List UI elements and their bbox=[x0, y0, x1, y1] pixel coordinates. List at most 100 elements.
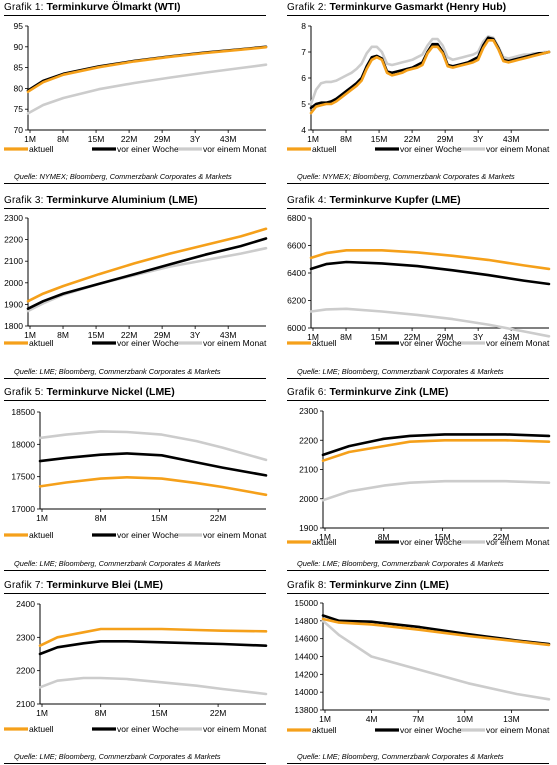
x-tick-label: 4M bbox=[366, 714, 378, 724]
title-rule bbox=[287, 400, 549, 401]
chart-title: Grafik 6: Terminkurve Zink (LME) bbox=[287, 386, 448, 398]
chart-panel-1: Grafik 1: Terminkurve Ölmarkt (WTI) Quell… bbox=[0, 0, 270, 186]
x-tick-label: 43M bbox=[220, 330, 237, 340]
chart-number: Grafik 4: bbox=[287, 195, 327, 206]
chart-number: Grafik 6: bbox=[287, 387, 327, 398]
x-tick-label: 1M bbox=[307, 134, 319, 144]
y-tick-label: 2200 bbox=[299, 435, 318, 445]
legend-label: vor einer Woche bbox=[400, 144, 462, 154]
x-tick-label: 3Y bbox=[473, 332, 484, 342]
series-line-vor-einer-woche bbox=[321, 614, 551, 646]
y-tick-label: 2300 bbox=[4, 213, 23, 223]
legend-label: aktuell bbox=[29, 724, 54, 734]
chart-svg: 1800 1900 2000 2100 2200 2300 1M 8M 15M 22M 29M 3Y 4… bbox=[4, 213, 268, 348]
y-tick-label: 2000 bbox=[4, 278, 23, 288]
source-note: Quelle: LME; Bloomberg, Commerzbank Corp… bbox=[297, 559, 504, 568]
title-rule bbox=[4, 208, 266, 209]
y-tick-label: 14000 bbox=[294, 687, 318, 697]
chart-svg: 6000 6200 6400 6600 6800 1M 8M 15M 22M 29M 3Y 43M ak… bbox=[287, 213, 551, 348]
legend-label: vor einem Monat bbox=[203, 530, 267, 540]
y-tick-label: 15000 bbox=[294, 598, 318, 608]
series-line-aktuell bbox=[38, 627, 268, 647]
y-tick-label: 8 bbox=[301, 21, 306, 31]
series-line-vor-einer-woche bbox=[309, 260, 551, 286]
x-tick-label: 22M bbox=[121, 134, 138, 144]
series-line-vor-einem-monat bbox=[26, 63, 268, 115]
x-tick-label: 43M bbox=[220, 134, 237, 144]
chart-title: Grafik 3: Terminkurve Aluminium (LME) bbox=[4, 194, 198, 206]
y-tick-label: 6400 bbox=[287, 268, 306, 278]
legend-label: aktuell bbox=[29, 338, 54, 348]
x-tick-label: 43M bbox=[503, 332, 520, 342]
x-tick-label: 22M bbox=[404, 332, 421, 342]
title-rule bbox=[287, 15, 549, 16]
x-tick-label: 15M bbox=[371, 332, 388, 342]
x-tick-label: 1M bbox=[319, 714, 331, 724]
bottom-rule bbox=[4, 570, 266, 571]
y-tick-label: 2100 bbox=[16, 699, 35, 709]
chart-panel-4: Grafik 4: Terminkurve Kupfer (LME) Quelle… bbox=[283, 193, 553, 379]
legend-label: aktuell bbox=[312, 725, 337, 735]
chart-svg: 1900 2000 2100 2200 2300 1M 8M 15M 22M aktuell vor… bbox=[287, 406, 551, 547]
series-line-vor-einem-monat bbox=[309, 35, 551, 106]
x-tick-label: 29M bbox=[154, 330, 171, 340]
chart-title: Grafik 4: Terminkurve Kupfer (LME) bbox=[287, 194, 461, 206]
y-tick-label: 80 bbox=[14, 83, 24, 93]
bottom-rule bbox=[4, 763, 266, 764]
series-line-vor-einem-monat bbox=[309, 307, 551, 338]
bottom-rule bbox=[287, 763, 549, 764]
y-tick-label: 2200 bbox=[16, 666, 35, 676]
legend-label: vor einer Woche bbox=[117, 144, 179, 154]
legend-label: aktuell bbox=[312, 144, 337, 154]
source-note: Quelle: LME; Bloomberg, Commerzbank Corp… bbox=[14, 752, 221, 761]
series-line-vor-einer-woche bbox=[26, 237, 268, 310]
y-tick-label: 4 bbox=[301, 125, 306, 135]
y-tick-label: 17500 bbox=[11, 472, 35, 482]
y-tick-label: 6000 bbox=[287, 323, 306, 333]
legend-label: vor einem Monat bbox=[486, 144, 550, 154]
chart-title: Grafik 8: Terminkurve Zinn (LME) bbox=[287, 579, 449, 591]
source-note: Quelle: NYMEX; Bloomberg, Commerzbank Co… bbox=[297, 172, 515, 181]
chart-svg: 2100 2200 2300 2400 1M 8M 15M 22M aktuell vor ein… bbox=[4, 599, 268, 734]
series-line-vor-einer-woche bbox=[321, 433, 551, 457]
x-tick-label: 8M bbox=[378, 532, 390, 542]
y-tick-label: 6600 bbox=[287, 241, 306, 251]
chart-title-text: Terminkurve Nickel (LME) bbox=[43, 386, 175, 398]
y-tick-label: 14400 bbox=[294, 652, 318, 662]
chart-panel-6: Grafik 6: Terminkurve Zink (LME) Quelle: … bbox=[283, 385, 553, 571]
title-rule bbox=[4, 593, 266, 594]
y-tick-label: 18000 bbox=[11, 439, 35, 449]
y-tick-label: 75 bbox=[14, 104, 24, 114]
y-tick-label: 18500 bbox=[11, 407, 35, 417]
x-tick-label: 1M bbox=[319, 532, 331, 542]
chart-svg: 13800 14000 14200 14400 14600 14800 15000 1M 4M 7… bbox=[287, 598, 551, 735]
y-tick-label: 13800 bbox=[294, 705, 318, 715]
x-tick-label: 15M bbox=[88, 134, 105, 144]
legend-label: aktuell bbox=[29, 530, 54, 540]
chart-title-text: Terminkurve Blei (LME) bbox=[43, 579, 164, 591]
title-rule bbox=[4, 15, 266, 16]
legend-label: vor einem Monat bbox=[486, 537, 550, 547]
x-tick-label: 15M bbox=[151, 708, 168, 718]
x-tick-label: 22M bbox=[210, 708, 227, 718]
legend-label: vor einem Monat bbox=[203, 144, 267, 154]
y-tick-label: 90 bbox=[14, 42, 24, 52]
legend-label: vor einem Monat bbox=[203, 724, 267, 734]
x-tick-label: 15M bbox=[151, 513, 168, 523]
bottom-rule bbox=[287, 570, 549, 571]
title-rule bbox=[4, 400, 266, 401]
legend-label: vor einem Monat bbox=[486, 338, 550, 348]
chart-number: Grafik 3: bbox=[4, 195, 44, 206]
y-tick-label: 5 bbox=[301, 99, 306, 109]
y-tick-label: 2400 bbox=[16, 599, 35, 609]
legend-label: vor einem Monat bbox=[486, 725, 550, 735]
x-tick-label: 22M bbox=[121, 330, 138, 340]
series-line-aktuell bbox=[309, 248, 551, 271]
chart-svg: 4 5 6 7 8 1M 8M 15M 22M 29M 3Y 43M aktuell vor einer … bbox=[287, 21, 551, 154]
chart-svg: 17000 17500 18000 18500 1M 8M 15M 22M aktuell vor… bbox=[4, 407, 268, 540]
chart-number: Grafik 7: bbox=[4, 580, 44, 591]
x-tick-label: 8M bbox=[340, 134, 352, 144]
legend-label: vor einer Woche bbox=[400, 725, 462, 735]
chart-title-text: Terminkurve Zink (LME) bbox=[326, 386, 449, 398]
chart-number: Grafik 2: bbox=[287, 2, 327, 13]
